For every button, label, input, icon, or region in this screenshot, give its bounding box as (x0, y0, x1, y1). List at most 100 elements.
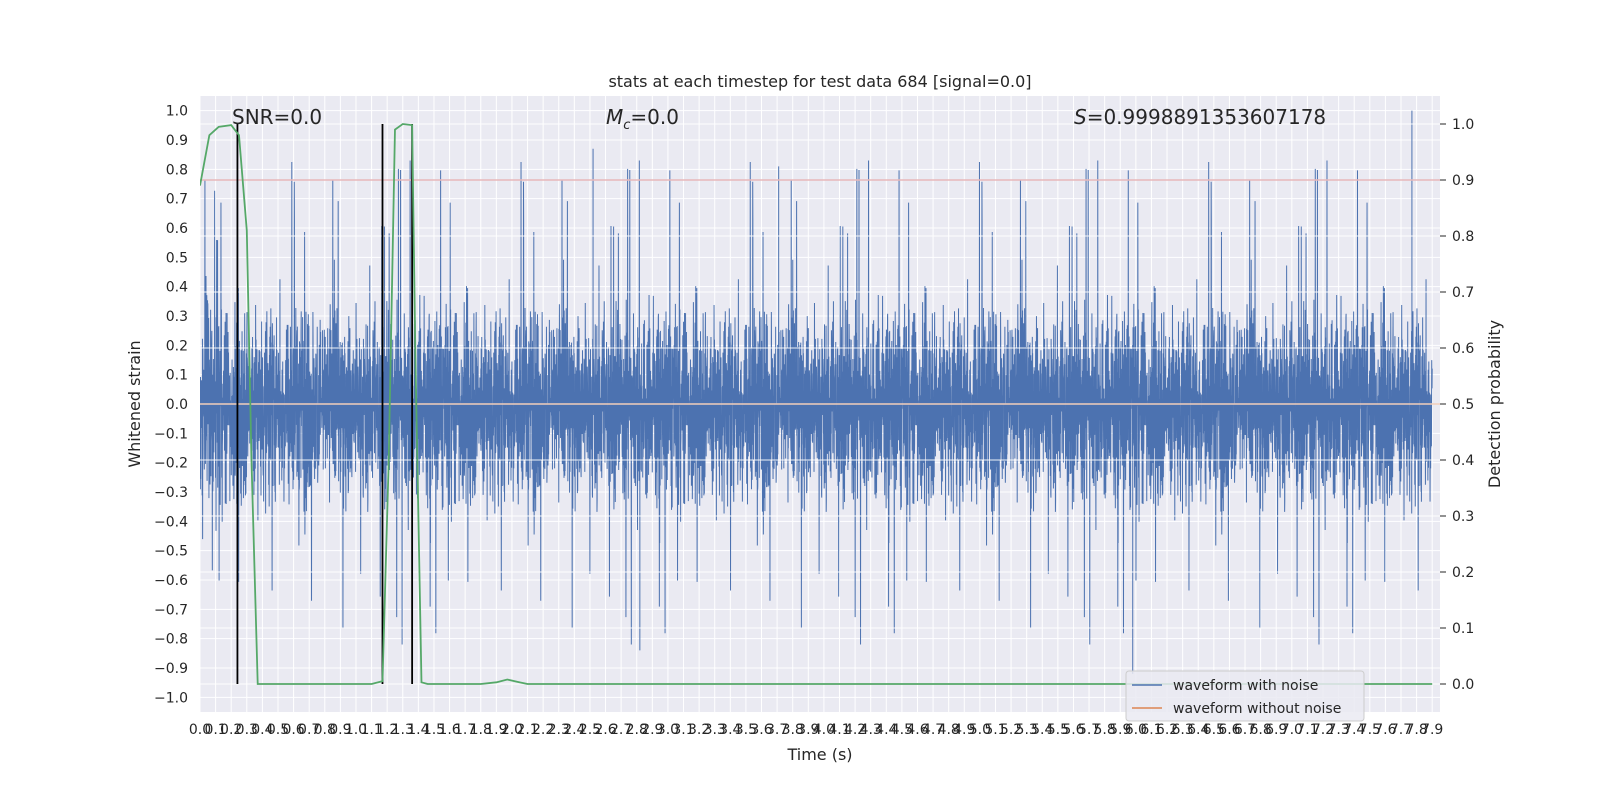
x-tick-label: 5.6 (1062, 722, 1084, 738)
x-tick-label: 3.9 (797, 722, 819, 738)
y-tick-label: −0.1 (154, 426, 188, 442)
x-tick-label: 5.5 (1047, 722, 1069, 738)
x-tick-label: 1.3 (392, 722, 414, 738)
x-tick-label: 7.0 (1281, 722, 1303, 738)
legend-label-waveform-with-noise: waveform with noise (1173, 678, 1318, 694)
chart-title: stats at each timestep for test data 684… (608, 72, 1031, 91)
y2-tick-label: 0.5 (1452, 397, 1474, 413)
x-tick-label: 5.7 (1078, 722, 1100, 738)
y-tick-label: 0.9 (166, 133, 188, 149)
legend: waveform with noise waveform without noi… (1125, 670, 1365, 722)
mc-value: =0.0 (630, 105, 679, 129)
x-tick-label: 2.4 (563, 722, 585, 738)
x-tick-label: 2.2 (532, 722, 554, 738)
y-tick-label: 0.0 (166, 397, 188, 413)
x-tick-label: 7.1 (1296, 722, 1318, 738)
x-tick-label: 6.1 (1140, 722, 1162, 738)
y2-tick-label: 0.3 (1452, 509, 1474, 525)
y2-axis-ticks: 0.0 0.1 0.2 0.3 0.4 0.5 0.6 0.7 0.8 0.9 1.0 (1440, 117, 1474, 693)
x-tick-label: 7.4 (1343, 722, 1365, 738)
y2-tick-label: 0.1 (1452, 621, 1474, 637)
y-tick-label: 0.2 (166, 338, 188, 354)
y2-tick-label: 0.4 (1452, 453, 1474, 469)
y2-tick-label: 0.8 (1452, 229, 1474, 245)
x-tick-label: 0.3 (236, 722, 258, 738)
x-tick-label: 6.3 (1172, 722, 1194, 738)
series-waveform-with-noise (200, 110, 1433, 674)
x-tick-label: 6.0 (1125, 722, 1147, 738)
x-tick-label: 0.9 (329, 722, 351, 738)
x-tick-label: 0.7 (298, 722, 320, 738)
x-tick-label: 2.6 (594, 722, 616, 738)
mc-symbol: M (606, 105, 623, 129)
x-tick-label: 5.8 (1094, 722, 1116, 738)
x-tick-label: 2.5 (579, 722, 601, 738)
x-tick-label: 1.2 (376, 722, 398, 738)
y-tick-label: 0.3 (166, 309, 188, 325)
x-tick-label: 4.1 (828, 722, 850, 738)
x-tick-label: 3.1 (672, 722, 694, 738)
x-tick-label: 1.7 (454, 722, 476, 738)
x-tick-label: 3.7 (766, 722, 788, 738)
x-tick-label: 0.4 (251, 722, 273, 738)
y-tick-label: −0.3 (154, 485, 188, 501)
x-tick-label: 1.5 (423, 722, 445, 738)
x-tick-label: 1.1 (360, 722, 382, 738)
x-tick-label: 5.1 (984, 722, 1006, 738)
y-tick-label: 0.4 (166, 280, 188, 296)
y-tick-label: −0.4 (154, 514, 188, 530)
y-axis-ticks: −1.0 −0.9 −0.8 −0.7 −0.6 −0.5 −0.4 −0.3 −0.2 −0.1… (154, 104, 188, 707)
x-tick-label: 6.7 (1234, 722, 1256, 738)
y-tick-label: 0.1 (166, 368, 188, 384)
x-tick-label: 5.3 (1016, 722, 1038, 738)
x-tick-label: 1.6 (438, 722, 460, 738)
y-tick-label: 0.5 (166, 250, 188, 266)
x-axis-ticks: 0.00.10.20.30.40.50.60.70.80.91.01.11.21… (189, 722, 1443, 738)
x-tick-label: 7.7 (1390, 722, 1412, 738)
x-tick-label: 1.4 (407, 722, 429, 738)
x-tick-label: 2.3 (548, 722, 570, 738)
x-tick-label: 2.0 (501, 722, 523, 738)
s-annotation: S=0.9998891353607178 (1074, 105, 1326, 129)
x-tick-label: 3.5 (735, 722, 757, 738)
y-tick-label: −0.9 (154, 661, 188, 677)
y-tick-label: 0.8 (166, 162, 188, 178)
x-tick-label: 0.5 (267, 722, 289, 738)
x-tick-label: 1.0 (345, 722, 367, 738)
x-tick-label: 5.4 (1031, 722, 1053, 738)
x-tick-label: 2.1 (516, 722, 538, 738)
x-tick-label: 3.4 (719, 722, 741, 738)
x-tick-label: 3.0 (657, 722, 679, 738)
x-tick-label: 6.2 (1156, 722, 1178, 738)
x-tick-label: 7.8 (1405, 722, 1427, 738)
x-tick-label: 5.2 (1000, 722, 1022, 738)
x-tick-label: 0.0 (189, 722, 211, 738)
x-tick-label: 7.6 (1374, 722, 1396, 738)
series-detection-probability (200, 123, 1433, 685)
y-tick-label: 1.0 (166, 104, 188, 120)
s-symbol: S (1074, 105, 1087, 129)
x-axis-label: Time (s) (786, 745, 852, 764)
x-tick-label: 4.5 (891, 722, 913, 738)
y2-tick-label: 0.9 (1452, 173, 1474, 189)
x-tick-label: 1.8 (470, 722, 492, 738)
x-tick-label: 4.4 (875, 722, 897, 738)
x-tick-label: 4.3 (860, 722, 882, 738)
snr-annotation: SNR=0.0 (232, 105, 322, 129)
x-tick-label: 3.8 (782, 722, 804, 738)
s-value: =0.9998891353607178 (1087, 105, 1326, 129)
x-tick-label: 6.6 (1218, 722, 1240, 738)
y-tick-label: −0.2 (154, 456, 188, 472)
x-tick-label: 3.2 (688, 722, 710, 738)
y2-tick-label: 0.0 (1452, 677, 1474, 693)
x-tick-label: 0.6 (282, 722, 304, 738)
x-tick-label: 2.8 (626, 722, 648, 738)
x-tick-label: 7.9 (1421, 722, 1443, 738)
y-tick-label: −1.0 (154, 690, 188, 706)
x-tick-label: 4.7 (922, 722, 944, 738)
x-tick-label: 4.6 (906, 722, 928, 738)
x-tick-label: 0.1 (204, 722, 226, 738)
x-tick-label: 7.3 (1327, 722, 1349, 738)
x-tick-label: 7.5 (1359, 722, 1381, 738)
